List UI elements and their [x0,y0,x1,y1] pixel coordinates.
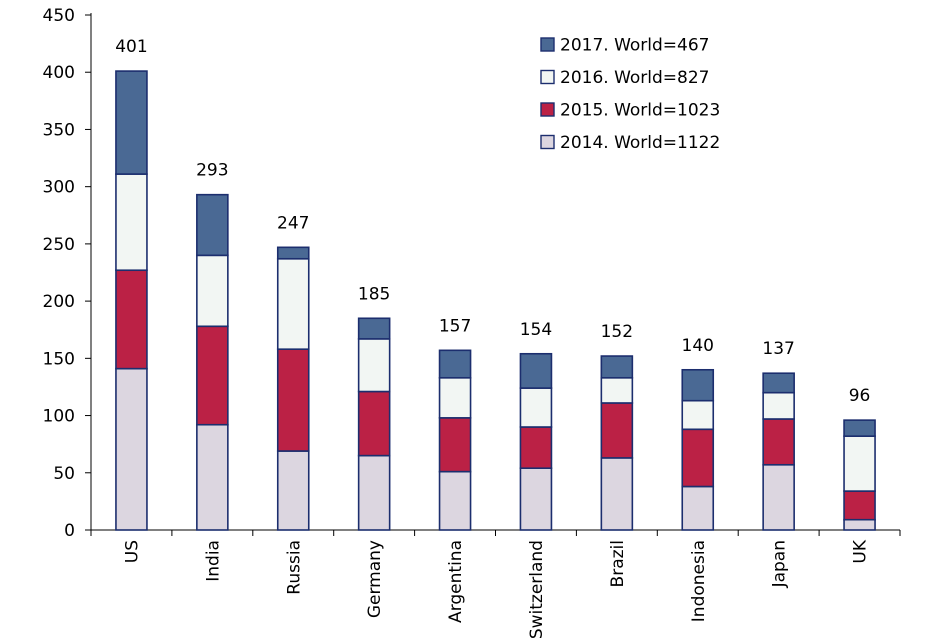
bar-argentina-2017 [438,349,472,379]
x-tick-label-germany: Germany [365,540,385,618]
legend-swatch-2014 [540,134,555,150]
bar-germany-2016 [357,338,391,393]
bar-russia-2016 [276,257,310,350]
bar-brazil-2017 [600,355,634,379]
x-tick-label-uk: UK [851,539,871,563]
bar-japan-2017 [762,372,795,394]
bar-argentina-2014 [438,470,472,531]
y-tick-label-450: 450 [43,6,75,26]
y-tick-label-0: 0 [64,521,75,541]
bar-us-2016 [115,173,148,272]
bar-indonesia-2014 [681,485,715,531]
y-tick-label-200: 200 [43,292,75,312]
legend-swatch-2015 [540,102,555,117]
bar-uk-2017 [843,419,876,437]
bar-brazil-2014 [600,457,634,531]
bar-brazil-2015 [600,402,634,459]
bar-russia-2015 [276,348,310,452]
total-labels: 401 293 247 185 157 154 152 140 137 96 [115,37,870,406]
total-label-japan: 137 [762,339,794,359]
bar-argentina-2015 [438,417,472,473]
legend-label-2015: 2015. World=1023 [560,101,720,121]
bar-us-2014 [115,367,148,531]
x-tick-label-us: US [122,540,142,563]
total-label-germany: 185 [358,284,390,304]
legend-label-2016: 2016. World=827 [560,68,709,88]
bar-switzerland-2014 [519,467,553,531]
total-label-argentina: 157 [439,316,471,336]
x-tick-label-argentina: Argentina [446,540,466,623]
y-tick-label-300: 300 [43,178,75,198]
bar-indonesia-2017 [681,368,715,402]
bar-us-2015 [115,269,148,370]
bar-indonesia-2015 [681,428,715,488]
bar-germany-2017 [357,317,391,340]
bar-japan-2015 [762,418,795,466]
x-tick-label-russia: Russia [284,540,304,595]
total-label-brazil: 152 [601,322,633,342]
total-label-russia: 247 [277,213,309,233]
bar-us-2017 [115,70,148,175]
x-tick-label-indonesia: Indonesia [689,540,709,622]
bar-uk-2014 [843,518,876,531]
bar-germany-2014 [357,454,391,531]
total-label-india: 293 [196,161,228,181]
bar-germany-2015 [357,390,391,457]
y-tick-label-100: 100 [43,407,75,427]
bar-switzerland-2016 [519,387,553,428]
bar-russia-2014 [276,450,310,531]
bar-uk-2016 [843,435,876,492]
total-label-uk: 96 [849,386,871,406]
bar-switzerland-2015 [519,426,553,470]
bar-india-2015 [196,325,229,426]
bar-japan-2014 [762,463,795,531]
y-tick-label-50: 50 [53,464,75,484]
bar-switzerland-2017 [519,352,553,389]
legend: 2017. World=467 2016. World=827 2015. Worl… [540,36,720,153]
bar-india-2014 [196,423,229,531]
bar-india-2017 [196,193,229,257]
y-tick-label-150: 150 [43,349,75,369]
x-tick-label-india: India [203,540,223,582]
y-tick-label-400: 400 [43,63,75,83]
axes: 0 50 100 150 200 250 300 350 400 450 US India Russia… [43,6,901,639]
bar-argentina-2016 [438,376,472,419]
bars [115,70,876,531]
legend-label-2014: 2014. World=1122 [560,133,720,153]
bar-russia-2017 [276,246,310,260]
y-tick-label-250: 250 [43,235,75,255]
bar-india-2016 [196,254,229,328]
bar-uk-2015 [843,490,876,521]
x-tick-label-brazil: Brazil [608,540,628,587]
total-label-switzerland: 154 [520,320,552,340]
bar-japan-2016 [762,391,795,420]
total-label-indonesia: 140 [682,336,714,356]
legend-label-2017: 2017. World=467 [560,36,709,56]
bar-indonesia-2016 [681,399,715,431]
total-label-us: 401 [115,37,147,57]
bar-brazil-2016 [600,376,634,404]
legend-swatch-2016 [540,69,555,85]
x-tick-label-japan: Japan [770,540,790,588]
x-tick-label-switzerland: Switzerland [527,540,547,639]
legend-swatch-2017 [540,37,555,52]
y-tick-label-350: 350 [43,120,75,140]
